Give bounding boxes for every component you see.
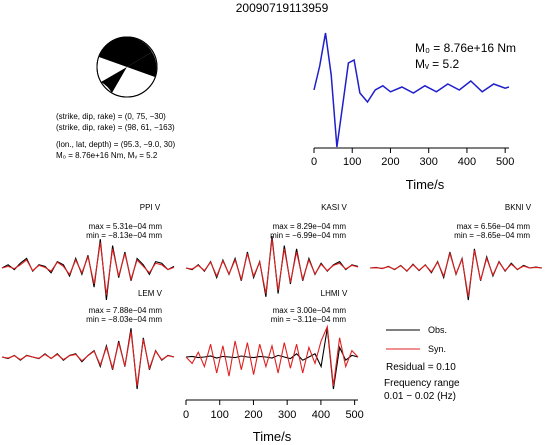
stf-mw-label: Mᵥ = 5.2: [415, 57, 460, 71]
stf-tick-label: 200: [381, 156, 399, 168]
station-min: min = −8.03e−04 mm: [86, 315, 162, 324]
wave-tick-label: 400: [312, 409, 330, 421]
stf-plot: 0 100 200 300 400 500 M₀ = 8.76e+16 Nm Mᵥ = 5…: [311, 32, 516, 192]
legend: Obs. Syn. Residual = 0.10 Frequency rang…: [384, 325, 460, 402]
obs-waveform-line: [1, 328, 175, 390]
station-min: min = −8.13e−04 mm: [86, 231, 162, 240]
frequency-label: Frequency range: [384, 378, 460, 389]
stf-series-line: [313, 32, 510, 148]
stf-tick-label: 500: [496, 156, 514, 168]
stf-xlabel: Time/s: [406, 177, 445, 192]
legend-obs-label: Obs.: [428, 325, 447, 335]
station-name: PPI V: [140, 203, 161, 212]
stf-tick-label: 400: [458, 156, 476, 168]
wave-tick-label: 200: [244, 409, 262, 421]
syn-waveform-line: [185, 324, 359, 386]
source-param-line-3: (lon., lat, depth) = (95.3, −9.0, 30): [56, 140, 176, 149]
wave-xlabel: Time/s: [253, 429, 292, 444]
legend-syn-label: Syn.: [428, 344, 446, 354]
wave-tick-label: 500: [345, 409, 363, 421]
wave-tick-label: 100: [211, 409, 229, 421]
beachball-icon: [96, 36, 158, 98]
station-max: max = 8.29e−04 mm: [273, 222, 347, 231]
station-min: min = −8.65e−04 mm: [454, 231, 530, 240]
station-max: max = 7.88e−04 mm: [89, 306, 163, 315]
source-param-line-1: (strike, dip, rake) = (0, 75, −30): [56, 112, 166, 121]
obs-waveform-line: [185, 328, 359, 390]
stf-tick-label: 300: [420, 156, 438, 168]
station-min: min = −6.99e−04 mm: [270, 231, 346, 240]
station-min: min = −3.11e−04 mm: [271, 315, 347, 324]
stf-tick-label: 0: [311, 156, 317, 168]
wave-tick-label: 0: [183, 409, 189, 421]
syn-waveform-line: [1, 242, 175, 296]
stf-m0-label: M₀ = 8.76e+16 Nm: [415, 41, 516, 55]
station-max: max = 3.00e−04 mm: [273, 306, 347, 315]
station-name: BKNI V: [505, 203, 532, 212]
station-max: max = 5.31e−04 mm: [89, 222, 163, 231]
source-param-line-4: M₀ = 8.76e+16 Nm, Mᵥ = 5.2: [56, 151, 158, 160]
source-param-line-2: (strike, dip, rake) = (98, 61, −163): [56, 123, 175, 132]
syn-waveform-line: [369, 250, 543, 297]
station-max: max = 6.56e−04 mm: [457, 222, 531, 231]
stf-tick-label: 100: [343, 156, 361, 168]
frequency-range: 0.01 − 0.02 (Hz): [384, 391, 456, 402]
station-name: LEM V: [138, 289, 163, 298]
wave-tick-label: 300: [278, 409, 296, 421]
station-name: KASI V: [321, 203, 347, 212]
residual-label: Residual = 0.10: [386, 362, 456, 373]
syn-waveform-line: [1, 331, 175, 386]
event-title: 20090719113959: [236, 1, 329, 15]
wave-x-axis: 0 100 200 300 400 500 Time/s: [183, 399, 364, 444]
station-name: LHMI V: [321, 289, 348, 298]
syn-waveform-line: [185, 239, 359, 294]
